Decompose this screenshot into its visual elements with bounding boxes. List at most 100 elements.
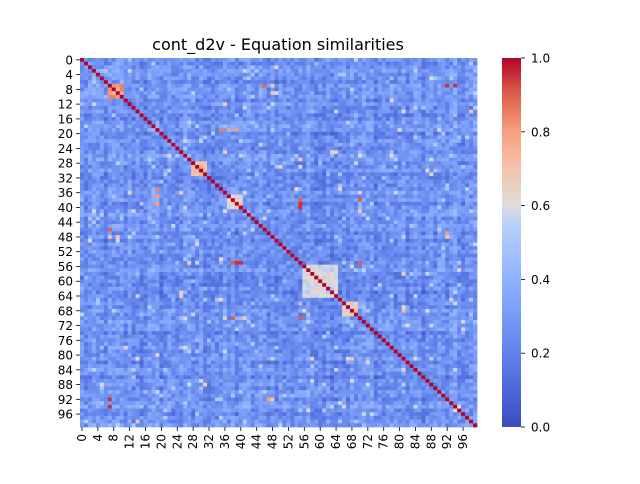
- heatmap-cell: [175, 176, 179, 180]
- heatmap-cell: [429, 169, 433, 173]
- heatmap-cell: [207, 135, 211, 139]
- heatmap-cell: [251, 172, 255, 176]
- heatmap-cell: [318, 198, 322, 202]
- heatmap-cell: [457, 62, 461, 66]
- heatmap-cell: [461, 84, 465, 88]
- heatmap-cell: [203, 58, 207, 62]
- heatmap-cell: [461, 180, 465, 184]
- heatmap-cell: [346, 209, 350, 213]
- heatmap-cell: [469, 231, 473, 235]
- heatmap-cell: [223, 147, 227, 151]
- heatmap-cell: [275, 158, 279, 162]
- heatmap-cell: [108, 183, 112, 187]
- heatmap-cell: [128, 80, 132, 84]
- heatmap-cell: [147, 220, 151, 224]
- heatmap-cell: [84, 69, 88, 73]
- heatmap-cell: [461, 62, 465, 66]
- heatmap-cell: [155, 235, 159, 239]
- heatmap-cell: [207, 154, 211, 158]
- heatmap-cell: [159, 169, 163, 173]
- heatmap-cell: [425, 161, 429, 165]
- heatmap-cell: [96, 95, 100, 99]
- heatmap-cell: [294, 180, 298, 184]
- heatmap-cell: [417, 139, 421, 143]
- heatmap-cell: [421, 95, 425, 99]
- heatmap-cell: [207, 69, 211, 73]
- heatmap-cell: [290, 235, 294, 239]
- heatmap-cell: [207, 198, 211, 202]
- heatmap-cell: [128, 209, 132, 213]
- heatmap-cell: [195, 198, 199, 202]
- heatmap-cell: [147, 121, 151, 125]
- heatmap-cell: [338, 99, 342, 103]
- heatmap-cell: [144, 180, 148, 184]
- heatmap-cell: [183, 128, 187, 132]
- heatmap-cell: [147, 62, 151, 66]
- heatmap-cell: [346, 235, 350, 239]
- heatmap-cell: [338, 84, 342, 88]
- heatmap-cell: [406, 76, 410, 80]
- heatmap-cell: [461, 220, 465, 224]
- heatmap-cell: [147, 58, 151, 62]
- heatmap-cell: [195, 224, 199, 228]
- heatmap-cell: [231, 169, 235, 173]
- heatmap-cell: [294, 161, 298, 165]
- heatmap-cell: [322, 195, 326, 199]
- heatmap-cell: [211, 161, 215, 165]
- heatmap-cell: [271, 180, 275, 184]
- heatmap-cell: [366, 231, 370, 235]
- heatmap-cell: [167, 73, 171, 77]
- heatmap-cell: [235, 235, 239, 239]
- heatmap-cell: [159, 150, 163, 154]
- heatmap-cell: [449, 154, 453, 158]
- heatmap-cell: [382, 195, 386, 199]
- heatmap-cell: [124, 202, 128, 206]
- heatmap-cell: [282, 99, 286, 103]
- heatmap-cell: [366, 198, 370, 202]
- heatmap-cell: [147, 91, 151, 95]
- heatmap-cell: [394, 80, 398, 84]
- heatmap-cell: [382, 154, 386, 158]
- heatmap-cell: [390, 217, 394, 221]
- heatmap-cell: [263, 158, 267, 162]
- heatmap-cell: [191, 172, 195, 176]
- heatmap-cell: [239, 231, 243, 235]
- heatmap-cell: [282, 69, 286, 73]
- heatmap-cell: [155, 102, 159, 106]
- heatmap-cell: [425, 128, 429, 132]
- heatmap-cell: [243, 132, 247, 136]
- heatmap-cell: [358, 235, 362, 239]
- heatmap-cell: [104, 147, 108, 151]
- heatmap-cell: [275, 172, 279, 176]
- heatmap-cell: [445, 161, 449, 165]
- heatmap-cell: [334, 110, 338, 114]
- heatmap-cell: [279, 121, 283, 125]
- heatmap-cell: [421, 106, 425, 110]
- heatmap-cell: [175, 121, 179, 125]
- heatmap-cell: [366, 235, 370, 239]
- heatmap-cell: [318, 150, 322, 154]
- heatmap-cell: [366, 58, 370, 62]
- heatmap-cell: [167, 80, 171, 84]
- heatmap-cell: [271, 158, 275, 162]
- heatmap-cell: [159, 231, 163, 235]
- heatmap-cell: [410, 183, 414, 187]
- heatmap-cell: [80, 187, 84, 191]
- heatmap-cell: [263, 195, 267, 199]
- heatmap-cell: [465, 191, 469, 195]
- heatmap-cell: [461, 202, 465, 206]
- heatmap-cell: [445, 187, 449, 191]
- heatmap-cell: [132, 217, 136, 221]
- heatmap-cell: [239, 206, 243, 210]
- heatmap-cell: [140, 161, 144, 165]
- heatmap-cell: [318, 58, 322, 62]
- heatmap-cell: [302, 169, 306, 173]
- heatmap-cell: [417, 80, 421, 84]
- heatmap-cell: [124, 58, 128, 62]
- heatmap-cell: [334, 121, 338, 125]
- heatmap-cell: [219, 209, 223, 213]
- heatmap-cell: [259, 228, 263, 232]
- heatmap-cell: [215, 76, 219, 80]
- heatmap-cell: [191, 91, 195, 95]
- heatmap-cell: [247, 209, 251, 213]
